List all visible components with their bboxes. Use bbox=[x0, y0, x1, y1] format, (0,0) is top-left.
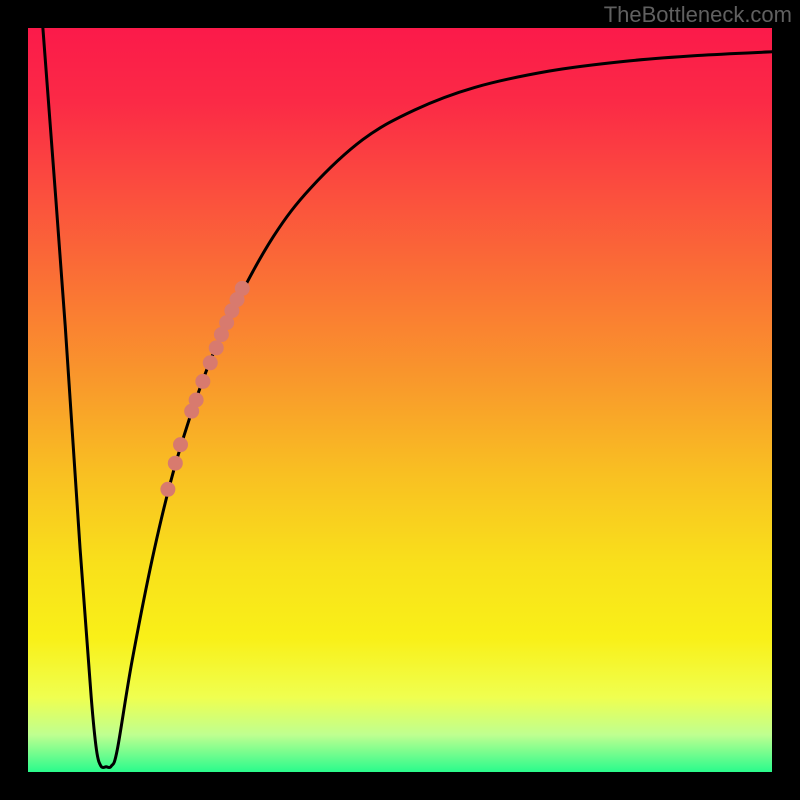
marker-point bbox=[168, 456, 183, 471]
marker-point bbox=[173, 437, 188, 452]
marker-point bbox=[203, 355, 218, 370]
marker-point bbox=[195, 374, 210, 389]
watermark-text: TheBottleneck.com bbox=[604, 2, 792, 28]
marker-point bbox=[209, 340, 224, 355]
marker-point bbox=[235, 281, 250, 296]
bottleneck-chart bbox=[0, 0, 800, 800]
marker-point bbox=[160, 482, 175, 497]
chart-container: TheBottleneck.com bbox=[0, 0, 800, 800]
marker-point bbox=[189, 393, 204, 408]
plot-background bbox=[28, 28, 772, 772]
